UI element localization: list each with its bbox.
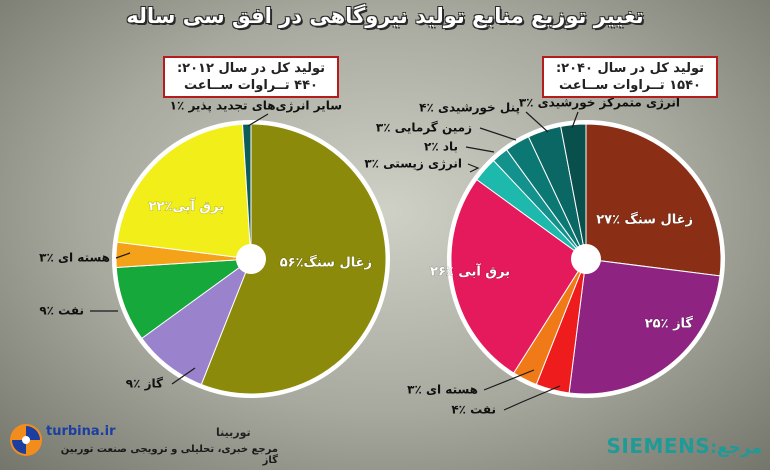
slice-label-2012-3: هسته ای ٪۳ — [39, 251, 110, 265]
slice-label-2040-7: زمین گرمایی ٪۳ — [376, 121, 472, 135]
footer-tagline: مرجع خبری، تحلیلی و ترویجی صنعت توربین گ… — [60, 444, 278, 466]
total-2040-line2: ۱۵۴۰ تــراوات ســاعت — [559, 78, 701, 93]
slice-label-2040-8: پنل خورشیدی ٪۴ — [419, 101, 520, 116]
leader-line-2040-5 — [467, 163, 480, 173]
slice-label-2040-2: نفت ٪۴ — [451, 403, 496, 417]
leader-line-2040-9 — [571, 111, 579, 129]
total-2012-line1: تولید کل در سال ۲۰۱۲: — [176, 61, 326, 76]
total-2012-box: تولید کل در سال ۲۰۱۲: ۴۴۰ تــراوات ســاع… — [163, 56, 339, 98]
leader-line-2040-8 — [525, 111, 549, 133]
slice-label-2012-5: سایر انرژی‌های تجدید پذیر ٪۱ — [170, 99, 342, 113]
source-label: :مرجع — [710, 438, 762, 458]
slice-label-2012-0: زغال سنگ٪۵۶ — [280, 255, 372, 271]
slice-label-2040-6: باد ٪۲ — [424, 140, 458, 154]
leader-line-2040-7 — [479, 127, 517, 141]
pie-slice-2012-0 — [200, 123, 387, 395]
slice-label-2040-3: هسته ای ٪۳ — [407, 383, 478, 397]
turbina-logo-icon — [10, 424, 42, 456]
slice-label-2040-1: گاز ٪۲۵ — [645, 316, 694, 332]
footer-brand-area: turbina.ir توربینا مرجع خبری، تحلیلی و ت… — [8, 420, 278, 466]
pie-2040: زغال سنگ ٪۲۷ گاز ٪۲۵ نفت ٪۴ هسته ای ٪۳ برق آ… — [364, 96, 725, 417]
total-2040-box: تولید کل در سال ۲۰۴۰: ۱۵۴۰ تــراوات ســا… — [542, 56, 718, 98]
pie-slice-2040-0 — [585, 123, 722, 277]
leader-line-2012-5 — [247, 113, 269, 127]
source-name: SIEMENS — [606, 434, 711, 458]
slice-label-2012-4: برق آبی٪۲۲ — [149, 198, 224, 215]
total-2012-line2: ۴۴۰ تــراوات ســاعت — [184, 78, 318, 93]
pie-slice-2012-4 — [116, 123, 252, 260]
slice-label-2040-9: انرژی متمرکز خورشیدی ٪۳ — [519, 96, 680, 111]
footer-brand[interactable]: turbina.ir — [46, 424, 116, 439]
pie-center-2040 — [571, 244, 601, 274]
leader-line-2040-6 — [465, 146, 495, 153]
pie-2012: زغال سنگ٪۵۶ گاز ٪۹ نفت ٪۹ هسته ای ٪۳ برق آبی… — [39, 99, 390, 398]
slice-label-2040-0: زغال سنگ ٪۲۷ — [596, 212, 693, 228]
total-2040-line1: تولید کل در سال ۲۰۴۰: — [555, 61, 705, 76]
slice-label-2012-1: گاز ٪۹ — [126, 377, 163, 391]
footer-source: SIEMENS:مرجع — [607, 434, 763, 458]
pie-center-2012 — [236, 244, 266, 274]
leader-line-2040-2 — [503, 385, 561, 411]
leader-line-2012-3 — [115, 252, 131, 259]
slice-label-2040-4: برق آبی ٪۲۶ — [430, 263, 510, 280]
leader-line-2012-1 — [171, 367, 196, 385]
footer-brand-fa: توربینا — [216, 426, 251, 439]
slice-label-2012-2: نفت ٪۹ — [39, 304, 84, 318]
pie-slice-2040-4 — [450, 178, 587, 374]
page-title: تغییر توزیع منابع تولید نیروگاهی در افق … — [126, 4, 644, 28]
leader-line-2040-3 — [483, 369, 535, 391]
slice-label-2040-5: انرژی زیستی ٪۳ — [364, 157, 462, 171]
pie-slice-2040-1 — [568, 258, 721, 395]
